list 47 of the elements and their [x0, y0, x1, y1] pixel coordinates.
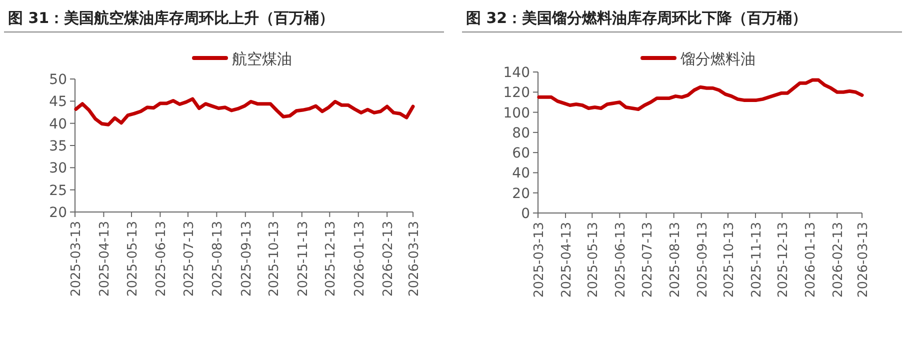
y-tick-label: 45: [49, 94, 67, 110]
x-tick-label: 2025-03-13: [532, 222, 547, 298]
x-tick-label: 2025-05-13: [586, 222, 602, 298]
x-tick-label: 2025-08-13: [210, 221, 226, 297]
x-tick-label: 2025-10-13: [722, 222, 737, 298]
x-tick-label: 2026-01-13: [352, 221, 368, 297]
y-tick-label: 50: [49, 72, 67, 88]
y-tick-label: 120: [503, 85, 530, 102]
y-tick-label: 100: [503, 105, 530, 122]
x-tick-label: 2025-04-13: [98, 221, 113, 297]
x-tick-label: 2025-11-13: [296, 221, 311, 297]
y-tick-label: 40: [49, 116, 67, 132]
y-tick-label: 25: [49, 182, 67, 199]
x-tick-label: 2026-03-13: [407, 221, 422, 297]
x-tick-label: 2025-06-13: [154, 221, 170, 297]
y-tick-label: 80: [512, 125, 530, 142]
x-tick-label: 2025-06-13: [614, 222, 629, 298]
x-tick-label: 2026-02-13: [831, 222, 846, 298]
y-tick-label: 0: [521, 206, 530, 222]
y-tick-label: 35: [49, 138, 67, 154]
x-tick-label: 2026-02-13: [381, 221, 396, 297]
y-tick-label: 40: [512, 166, 530, 182]
x-tick-label: 2025-05-13: [125, 221, 140, 297]
legend-馏分燃料油: 馏分燃料油: [640, 50, 756, 68]
legend-label: 馏分燃料油: [680, 50, 756, 68]
x-tick-label: 2025-11-13: [749, 222, 764, 298]
x-tick-label: 2025-12-13: [776, 222, 792, 298]
legend-label: 航空煤油: [232, 50, 292, 68]
x-tick-label: 2026-03-13: [856, 222, 871, 298]
x-tick-label: 2026-01-13: [804, 222, 819, 298]
x-tick-label: 2025-09-13: [695, 222, 710, 298]
x-tick-label: 2025-07-13: [182, 221, 197, 297]
y-tick-label: 30: [49, 160, 67, 177]
x-tick-label: 2025-04-13: [560, 222, 575, 298]
x-tick-label: 2025-07-13: [640, 222, 656, 298]
y-tick-label: 60: [512, 146, 530, 162]
x-tick-label: 2025-09-13: [239, 221, 254, 297]
chart-title: 图 32：美国馏分燃料油库存周环比下降（百万桶）: [466, 9, 808, 27]
x-tick-label: 2025-10-13: [267, 221, 282, 297]
y-tick-label: 140: [503, 65, 530, 81]
chart-title: 图 31：美国航空煤油库存周环比上升（百万桶）: [8, 9, 334, 27]
x-tick-label: 2025-12-13: [324, 221, 339, 297]
y-tick-label: 20: [49, 205, 67, 221]
y-tick-label: 20: [512, 186, 530, 202]
x-tick-label: 2025-08-13: [668, 222, 683, 298]
x-tick-label: 2025-03-13: [69, 221, 84, 297]
legend-航空煤油: 航空煤油: [192, 50, 292, 68]
